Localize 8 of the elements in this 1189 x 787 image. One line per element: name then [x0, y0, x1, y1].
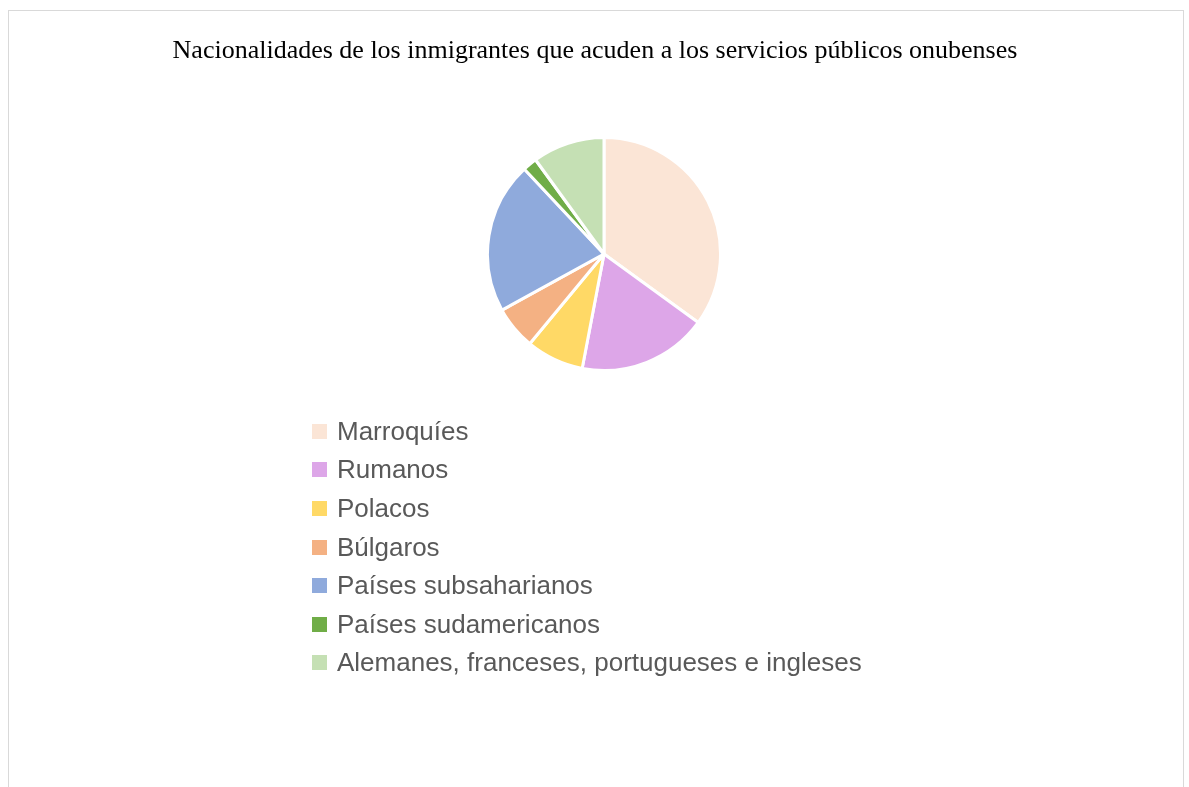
legend-label: Países sudamericanos: [337, 608, 601, 640]
chart-title: Nacionalidades de los inmigrantes que acuden a los servicios públicos onubenses: [171, 34, 1019, 66]
legend-label: Búlgaros: [337, 531, 440, 563]
legend-label: Polacos: [337, 492, 430, 524]
legend-label: Rumanos: [337, 454, 449, 486]
legend-label: Alemanes, franceses, portugueses e ingleses: [337, 647, 862, 679]
legend-label: Países subsaharianos: [337, 570, 593, 602]
legend-label: Marroquíes: [337, 415, 469, 447]
